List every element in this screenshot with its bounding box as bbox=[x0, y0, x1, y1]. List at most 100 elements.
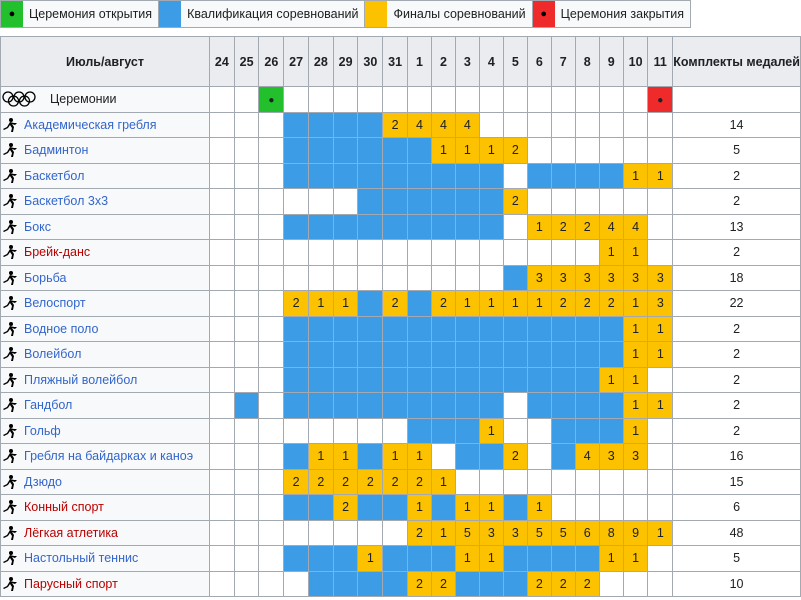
final-cell: 9 bbox=[622, 519, 649, 546]
empty-cell bbox=[526, 111, 552, 138]
sport-link[interactable]: Гольф bbox=[24, 423, 61, 438]
final-cell: 2 bbox=[382, 468, 408, 495]
sport-link[interactable]: Настольный теннис bbox=[24, 551, 139, 566]
qualification-cell bbox=[307, 570, 334, 597]
boxing-icon bbox=[1, 219, 24, 235]
medal-sets-cell: 13 bbox=[672, 213, 801, 240]
sport-link[interactable]: Дзюдо bbox=[24, 474, 62, 489]
final-cell: 6 bbox=[574, 519, 600, 546]
medal-sets-header: Комплекты медалей bbox=[672, 36, 801, 87]
sport-link[interactable]: Борьба bbox=[24, 270, 67, 285]
empty-cell bbox=[258, 366, 285, 393]
empty-cell bbox=[647, 188, 674, 215]
sport-link[interactable]: Лёгкая атлетика bbox=[24, 525, 119, 540]
qualification-cell bbox=[526, 392, 552, 419]
qualification-cell bbox=[502, 264, 528, 291]
finals-count: 2 bbox=[342, 500, 350, 515]
table-row: Волейбол 1 1 2 bbox=[0, 341, 801, 368]
finals-count: 3 bbox=[535, 270, 543, 285]
empty-cell bbox=[502, 239, 528, 266]
qualification-cell bbox=[430, 162, 456, 189]
final-cell: 4 bbox=[406, 111, 432, 138]
finals-count: 1 bbox=[656, 525, 664, 540]
empty-cell bbox=[258, 290, 285, 317]
empty-cell bbox=[526, 417, 552, 444]
sport-link[interactable]: Баскетбол 3х3 bbox=[24, 194, 109, 209]
empty-cell bbox=[454, 239, 480, 266]
sport-cell: Волейбол bbox=[0, 341, 210, 368]
sport-link[interactable]: Парусный спорт bbox=[24, 576, 118, 591]
sport-link[interactable]: Брейк-данс bbox=[24, 245, 91, 260]
qualification-cell bbox=[430, 341, 456, 368]
finals-count: 1 bbox=[632, 321, 640, 336]
medal-sets-cell: 2 bbox=[672, 341, 801, 368]
sport-link[interactable]: Водное поло bbox=[24, 321, 99, 336]
sport-link[interactable]: Бокс bbox=[24, 219, 52, 234]
qualification-cell bbox=[406, 366, 432, 393]
finals-count: 1 bbox=[439, 474, 447, 489]
qualification-cell bbox=[430, 188, 456, 215]
medal-sets-cell: 2 bbox=[672, 315, 801, 342]
medal-sets-cell: 2 bbox=[672, 188, 801, 215]
qualification-cell bbox=[454, 188, 480, 215]
sport-link[interactable]: Велоспорт bbox=[24, 296, 86, 311]
empty-cell bbox=[208, 570, 235, 597]
empty-cell bbox=[550, 86, 576, 113]
empty-cell bbox=[307, 86, 334, 113]
final-cell: 2 bbox=[430, 290, 456, 317]
empty-cell bbox=[574, 137, 600, 164]
final-cell: 1 bbox=[478, 290, 504, 317]
final-cell: 2 bbox=[502, 188, 528, 215]
final-cell: 8 bbox=[598, 519, 624, 546]
finals-count: 1 bbox=[487, 423, 495, 438]
qualification-cell bbox=[454, 213, 480, 240]
sport-cell: Бокс bbox=[0, 213, 210, 240]
empty-cell bbox=[332, 519, 359, 546]
qualification-cell bbox=[357, 213, 384, 240]
qualification-cell bbox=[283, 162, 309, 189]
empty-cell bbox=[598, 111, 624, 138]
sport-link[interactable]: Баскетбол bbox=[24, 168, 85, 183]
final-cell: 1 bbox=[622, 162, 649, 189]
table-row: Гандбол 1 1 2 bbox=[0, 392, 801, 419]
finals-count: 2 bbox=[391, 296, 399, 311]
medal-sets-cell: 6 bbox=[672, 494, 801, 521]
qualification-cell bbox=[307, 111, 334, 138]
qualification-cell bbox=[332, 213, 359, 240]
sport-link[interactable]: Бадминтон bbox=[24, 143, 89, 158]
schedule-table: Июль/август 24 25 26 27 28 29 30 31 1 2 3 4 5 6 7 8 9 10 1… bbox=[0, 36, 801, 597]
final-cell: 4 bbox=[454, 111, 480, 138]
sport-link[interactable]: Академическая гребля bbox=[24, 117, 157, 132]
final-cell: 1 bbox=[430, 519, 456, 546]
finals-count: 3 bbox=[607, 270, 615, 285]
sport-link[interactable]: Пляжный волейбол bbox=[24, 372, 138, 387]
basketball-3x3-icon bbox=[1, 193, 24, 209]
table-row: Борьба 3 3 3 3 3 3 18 bbox=[0, 264, 801, 291]
medal-sets-cell: 2 bbox=[672, 417, 801, 444]
final-cell: 1 bbox=[502, 290, 528, 317]
table-row: Велоспорт 2 1 1 2 2 1 1 1 1 2 2 2 1 3 22 bbox=[0, 290, 801, 317]
final-cell: 5 bbox=[454, 519, 480, 546]
empty-cell bbox=[208, 417, 235, 444]
final-cell: 2 bbox=[526, 570, 552, 597]
final-cell: 1 bbox=[478, 494, 504, 521]
sport-link[interactable]: Волейбол bbox=[24, 347, 82, 362]
qualification-cell bbox=[550, 366, 576, 393]
finals-count: 1 bbox=[632, 551, 640, 566]
empty-cell bbox=[502, 162, 528, 189]
finals-count: 3 bbox=[656, 270, 664, 285]
sailing-icon bbox=[1, 576, 24, 592]
empty-cell bbox=[208, 392, 235, 419]
finals-count: 1 bbox=[463, 296, 471, 311]
qualification-cell bbox=[382, 137, 408, 164]
empty-cell bbox=[283, 417, 309, 444]
empty-cell bbox=[574, 239, 600, 266]
finals-count: 2 bbox=[559, 576, 567, 591]
day-header: 3 bbox=[454, 36, 480, 87]
sport-link[interactable]: Гандбол bbox=[24, 398, 73, 413]
final-cell: 2 bbox=[598, 290, 624, 317]
qualification-cell bbox=[550, 162, 576, 189]
finals-count: 1 bbox=[656, 347, 664, 362]
sport-link[interactable]: Гребля на байдарках и каноэ bbox=[24, 449, 194, 464]
sport-link[interactable]: Конный спорт bbox=[24, 500, 104, 515]
